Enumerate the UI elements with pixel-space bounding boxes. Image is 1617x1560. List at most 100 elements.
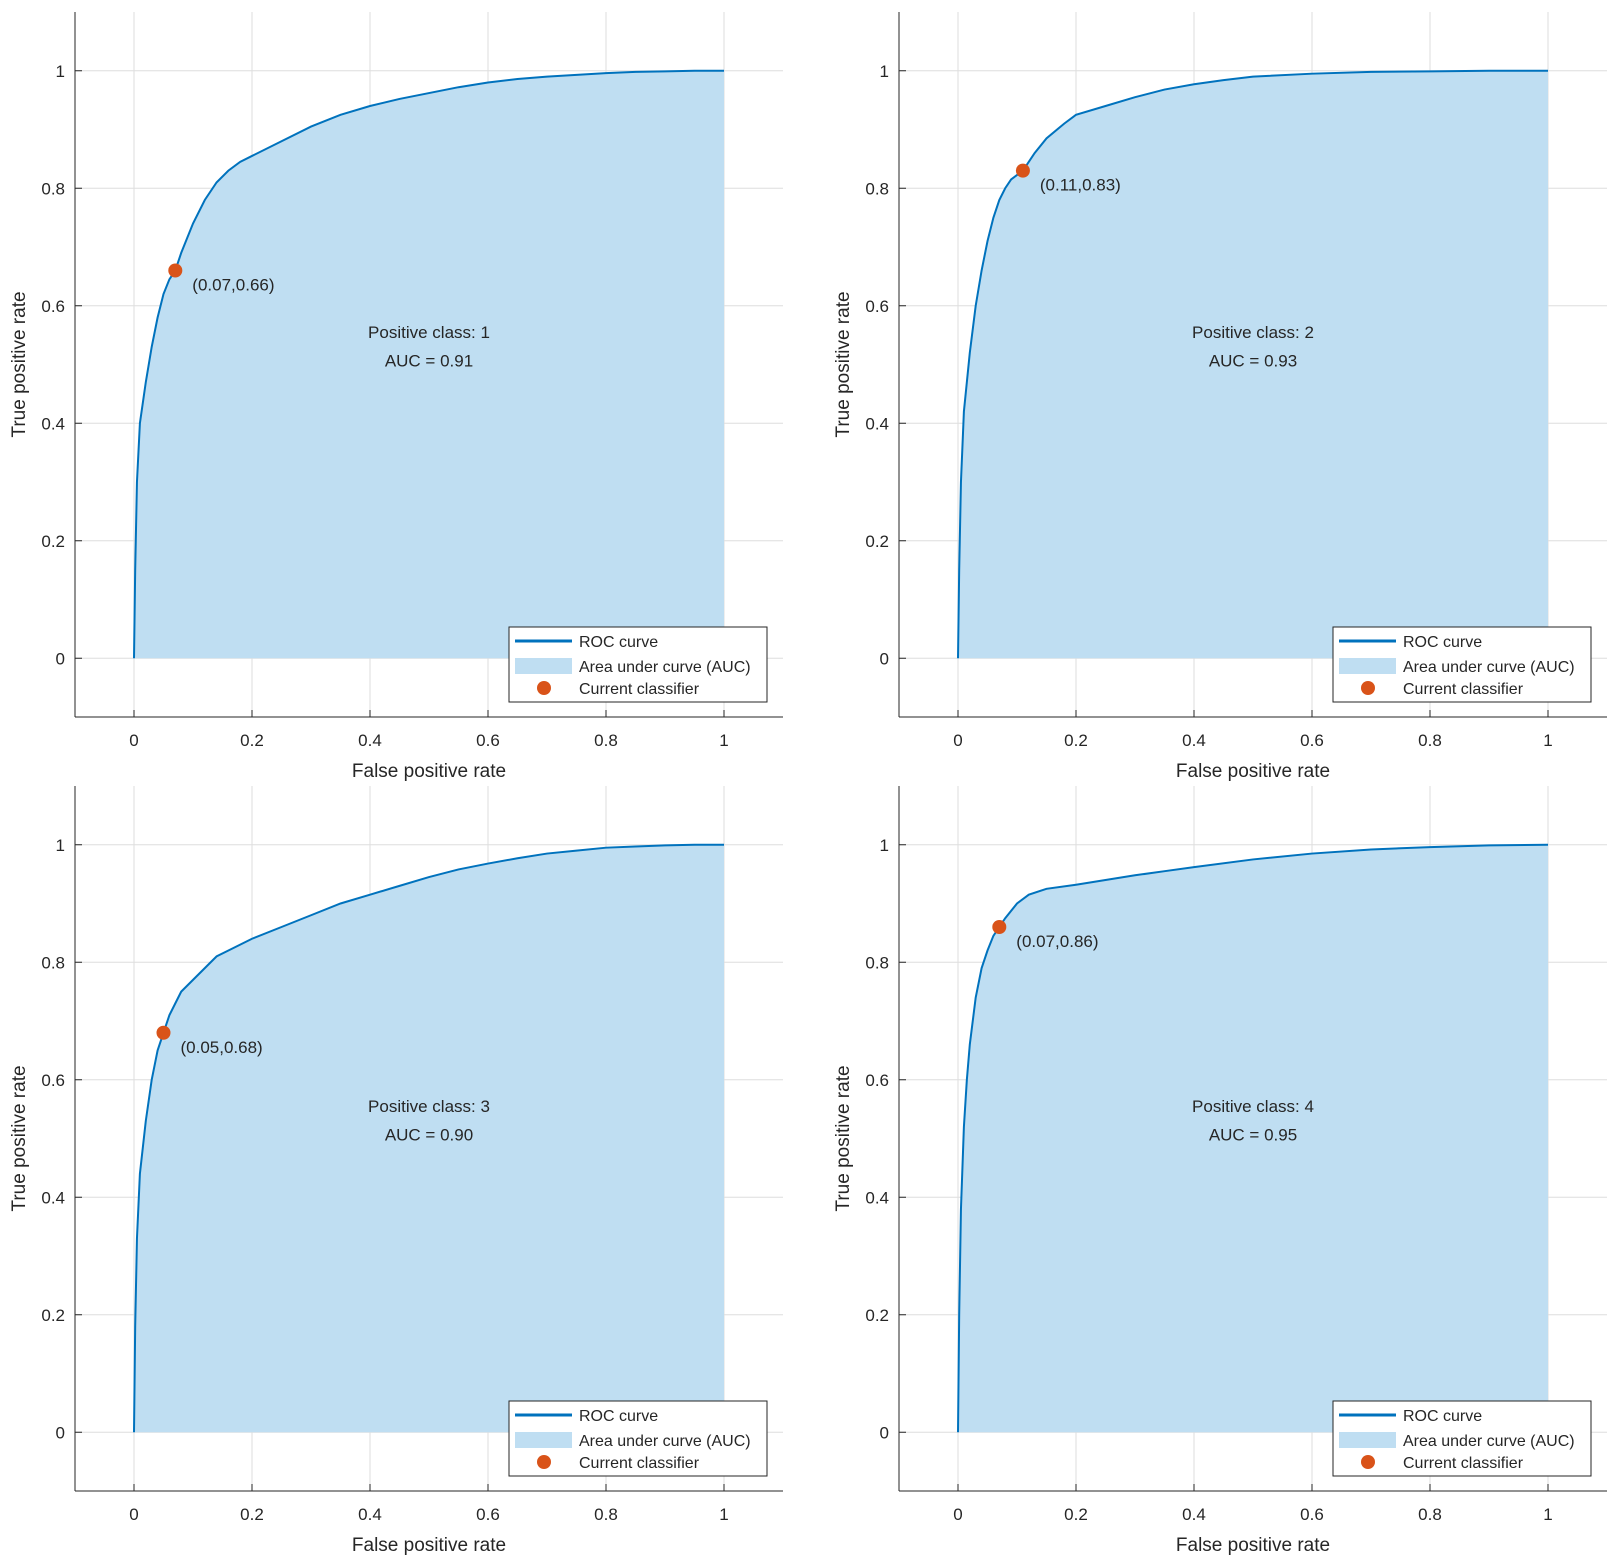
y-axis-label: True positive rate	[9, 1065, 30, 1211]
legend-auc-label: Area under curve (AUC)	[1403, 1433, 1575, 1450]
y-tick-label: 1	[56, 62, 65, 81]
y-tick-label: 1	[880, 836, 889, 855]
y-tick-label: 0.4	[865, 1188, 889, 1207]
legend-classifier-swatch	[1361, 681, 1375, 695]
legend-classifier-swatch	[1361, 1455, 1375, 1469]
roc-curve	[957, 843, 1549, 1433]
x-tick-label: 0	[129, 1505, 138, 1524]
x-tick-label: 0.4	[358, 731, 382, 750]
current-classifier-marker	[156, 1025, 171, 1040]
positive-class-label: Positive class: 3	[368, 1097, 490, 1116]
legend-classifier-swatch	[537, 1455, 551, 1469]
auc-label: AUC = 0.91	[385, 351, 473, 370]
x-tick-label: 0.6	[1300, 1505, 1324, 1524]
x-tick-label: 0.6	[1300, 731, 1324, 750]
legend-auc-swatch	[515, 1432, 572, 1448]
positive-class-label: Positive class: 4	[1192, 1097, 1314, 1116]
auc-area	[958, 70, 1548, 659]
auc-area	[134, 70, 724, 659]
y-tick-label: 0.6	[41, 1071, 65, 1090]
y-tick-label: 0.8	[41, 953, 65, 972]
legend-classifier-swatch	[537, 681, 551, 695]
operating-point-label: (0.05,0.68)	[181, 1038, 263, 1057]
y-tick-label: 0	[56, 1423, 65, 1442]
x-axis-label: False positive rate	[1176, 761, 1330, 782]
legend-roc-label: ROC curve	[579, 634, 658, 651]
x-tick-label: 0	[953, 1505, 962, 1524]
x-tick-label: 0.2	[1064, 731, 1088, 750]
legend-auc-label: Area under curve (AUC)	[579, 659, 751, 676]
y-axis-label: True positive rate	[833, 291, 854, 437]
x-tick-label: 0.2	[240, 731, 264, 750]
legend-classifier-label: Current classifier	[579, 681, 700, 698]
x-tick-label: 1	[1543, 1505, 1552, 1524]
auc-label: AUC = 0.90	[385, 1125, 473, 1144]
legend: ROC curve Area under curve (AUC) Current c…	[1332, 626, 1592, 703]
legend-auc-swatch	[1339, 658, 1396, 674]
legend-classifier-label: Current classifier	[1403, 681, 1524, 698]
operating-point-label: (0.07,0.86)	[1016, 932, 1098, 951]
y-tick-label: 0.4	[41, 1188, 65, 1207]
y-tick-label: 0.2	[41, 1306, 65, 1325]
auc-area	[958, 844, 1548, 1433]
roc-panel-1: 0 0.2 0.4 0.6 0.8 1 0 0.2 0.4 0.6 0.8 1 False positi…	[9, 12, 783, 782]
y-tick-label: 1	[56, 836, 65, 855]
legend-auc-label: Area under curve (AUC)	[579, 1433, 751, 1450]
y-tick-label: 0.2	[865, 1306, 889, 1325]
legend-auc-swatch	[515, 658, 572, 674]
x-tick-label: 0.8	[594, 731, 618, 750]
legend-roc-label: ROC curve	[1403, 634, 1482, 651]
legend: ROC curve Area under curve (AUC) Current c…	[508, 1400, 768, 1477]
x-tick-label: 0.6	[476, 731, 500, 750]
legend-classifier-label: Current classifier	[1403, 1455, 1524, 1472]
x-tick-label: 0.8	[594, 1505, 618, 1524]
x-tick-label: 0.4	[1182, 731, 1206, 750]
y-tick-label: 0.8	[865, 953, 889, 972]
y-tick-label: 0.2	[865, 532, 889, 551]
x-axis-label: False positive rate	[352, 1535, 506, 1556]
x-axis-label: False positive rate	[352, 761, 506, 782]
y-tick-label: 0.8	[41, 179, 65, 198]
roc-panel-2: 0 0.2 0.4 0.6 0.8 1 0 0.2 0.4 0.6 0.8 1 False positi…	[833, 12, 1607, 782]
legend-roc-label: ROC curve	[579, 1408, 658, 1425]
x-tick-label: 0.4	[358, 1505, 382, 1524]
operating-point-label: (0.07,0.66)	[192, 276, 274, 295]
legend-auc-label: Area under curve (AUC)	[1403, 659, 1575, 676]
current-classifier-marker	[1015, 163, 1030, 178]
roc-curve	[957, 69, 1548, 659]
y-tick-label: 0.8	[865, 179, 889, 198]
auc-area	[134, 844, 724, 1433]
roc-panel-3: 0 0.2 0.4 0.6 0.8 1 0 0.2 0.4 0.6 0.8 1 False positi…	[9, 786, 783, 1556]
legend-roc-label: ROC curve	[1403, 1408, 1482, 1425]
positive-class-label: Positive class: 1	[368, 323, 490, 342]
x-tick-label: 0.2	[240, 1505, 264, 1524]
current-classifier-marker	[992, 920, 1007, 934]
auc-label: AUC = 0.95	[1209, 1125, 1297, 1144]
legend: ROC curve Area under curve (AUC) Current c…	[508, 626, 768, 703]
auc-label: AUC = 0.93	[1209, 351, 1297, 370]
roc-curve	[133, 843, 724, 1433]
y-tick-label: 1	[880, 62, 889, 81]
roc-curve	[133, 69, 724, 659]
legend: ROC curve Area under curve (AUC) Current c…	[1332, 1400, 1592, 1477]
y-axis-label: True positive rate	[9, 291, 30, 437]
x-axis-label: False positive rate	[1176, 1535, 1330, 1556]
x-tick-label: 0.8	[1418, 1505, 1442, 1524]
x-tick-label: 0.2	[1064, 1505, 1088, 1524]
legend-auc-swatch	[1339, 1432, 1396, 1448]
y-axis-label: True positive rate	[833, 1065, 854, 1211]
x-tick-label: 0	[953, 731, 962, 750]
x-tick-label: 0.4	[1182, 1505, 1206, 1524]
y-tick-label: 0	[880, 1423, 889, 1442]
roc-panel-4: 0 0.2 0.4 0.6 0.8 1 0 0.2 0.4 0.6 0.8 1 False positi…	[833, 786, 1607, 1556]
x-tick-label: 0.6	[476, 1505, 500, 1524]
y-tick-label: 0.2	[41, 532, 65, 551]
positive-class-label: Positive class: 2	[1192, 323, 1314, 342]
legend-classifier-label: Current classifier	[579, 1455, 700, 1472]
y-tick-label: 0	[880, 649, 889, 668]
y-tick-label: 0.6	[865, 297, 889, 316]
y-tick-label: 0.4	[865, 414, 889, 433]
operating-point-label: (0.11,0.83)	[1040, 176, 1121, 195]
y-tick-label: 0.6	[41, 297, 65, 316]
